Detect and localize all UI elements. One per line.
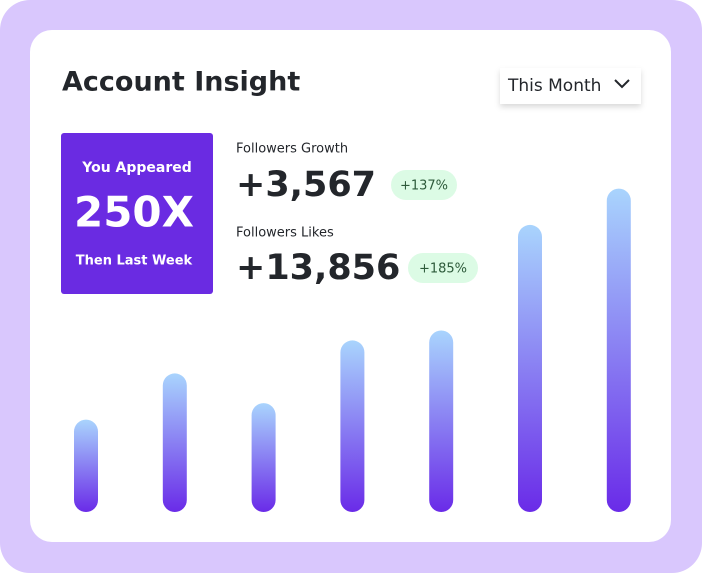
- highlight-bottom: Then Last Week: [76, 254, 193, 269]
- bar: [340, 340, 365, 512]
- bar: [74, 419, 98, 512]
- bar: [251, 403, 276, 512]
- bar: [606, 188, 631, 512]
- stat-change: +185%: [419, 262, 467, 277]
- dropdown[interactable]: This Month: [500, 68, 641, 104]
- bar: [162, 373, 187, 512]
- chevron[interactable]: [614, 79, 630, 89]
- highlight-top: You Appeared: [81, 160, 192, 176]
- highlight-value: 250X: [74, 188, 194, 237]
- stat-value: +3,567: [236, 165, 376, 205]
- bar: [518, 224, 542, 512]
- badge: [391, 170, 457, 200]
- stat-label: Followers Likes: [236, 226, 334, 241]
- stat-value: +13,856: [236, 248, 400, 288]
- highlight-card: [61, 133, 213, 294]
- dropdown-label[interactable]: This Month: [507, 76, 601, 96]
- stat-change: +137%: [400, 179, 448, 194]
- title: Account Insight: [62, 67, 300, 98]
- bar: [429, 330, 454, 512]
- badge: [408, 253, 478, 283]
- stat-label: Followers Growth: [236, 142, 348, 157]
- dropdown-box[interactable]: [500, 68, 641, 104]
